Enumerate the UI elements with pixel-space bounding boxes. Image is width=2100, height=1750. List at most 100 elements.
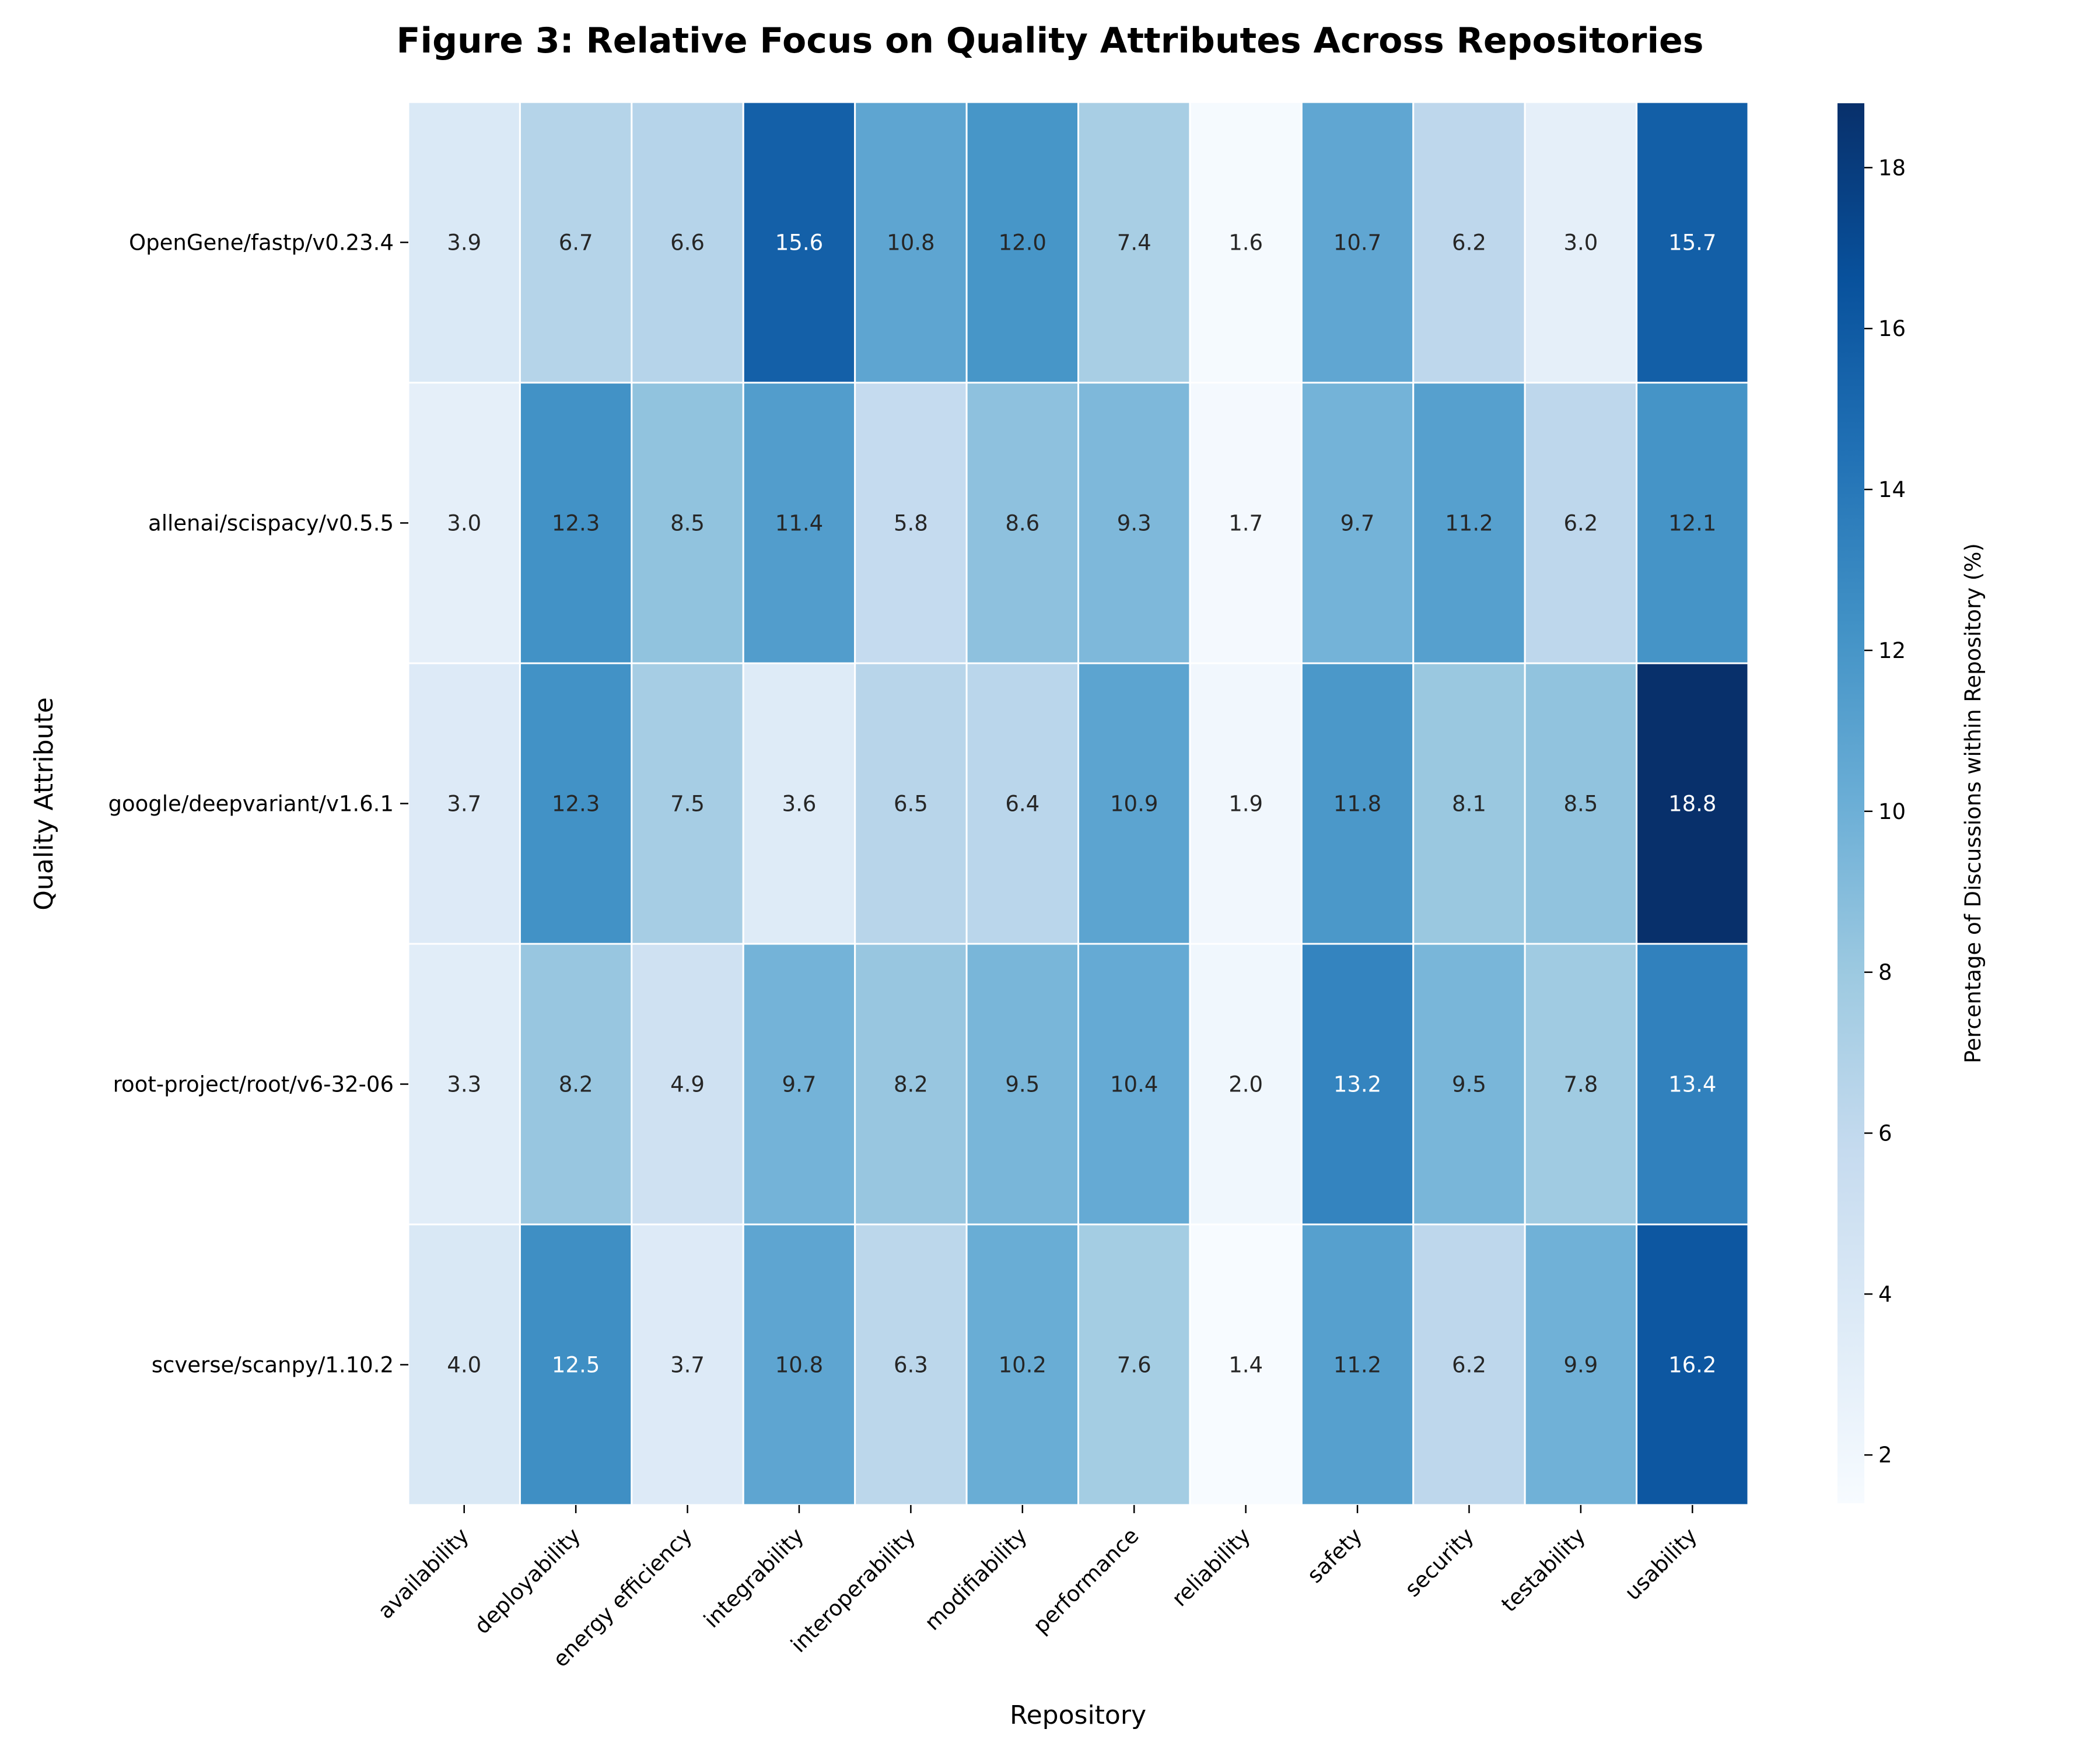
- heatmap-cell-label: 8.5: [670, 511, 705, 536]
- heatmap-cell-label: 12.5: [552, 1353, 600, 1378]
- heatmap-cell-label: 6.7: [559, 230, 593, 256]
- heatmap-cell: [1636, 382, 1749, 664]
- heatmap-cell-label: 9.7: [782, 1072, 817, 1097]
- heatmap-cell: [519, 382, 633, 664]
- heatmap-cell-label: 9.5: [1452, 1072, 1486, 1097]
- heatmap-cell-label: 18.8: [1668, 792, 1716, 817]
- heatmap-cell-label: 9.7: [1340, 511, 1375, 536]
- heatmap-cell-label: 3.0: [1563, 230, 1598, 256]
- heatmap-cell-label: 6.2: [1452, 230, 1486, 256]
- heatmap-cell: [965, 382, 1080, 664]
- heatmap-cell: [1636, 101, 1749, 384]
- x-tick-label-usability: usability: [1620, 1523, 1702, 1605]
- heatmap-cell: [1412, 101, 1526, 384]
- x-tick-label-integrability: integrability: [699, 1523, 808, 1633]
- heatmap-cell: [854, 101, 968, 384]
- y-tick-label-opengene-fastp-v0-23-4: OpenGene/fastp/v0.23.4: [129, 230, 394, 256]
- chart-title: Figure 3: Relative Focus on Quality Attr…: [397, 20, 1704, 61]
- heatmap-cell: [631, 101, 744, 384]
- heatmap-cell-label: 3.0: [447, 511, 481, 536]
- heatmap-cell-label: 8.1: [1452, 792, 1486, 817]
- heatmap-cell-label: 11.8: [1334, 792, 1381, 817]
- heatmap-cell: [407, 943, 521, 1226]
- heatmap-cell-label: 13.4: [1668, 1072, 1716, 1097]
- heatmap-cell-label: 9.3: [1117, 511, 1152, 536]
- colorbar-ticks: 2 4 6 8 10 12 14 16 18: [1864, 155, 1906, 1468]
- heatmap-cell-label: 3.7: [670, 1353, 705, 1378]
- x-tick-label-modifiability: modifiability: [920, 1523, 1032, 1635]
- heatmap-cell: [1300, 382, 1415, 664]
- heatmap-cell-label: 10.4: [1110, 1072, 1158, 1097]
- y-tick-label-root-project-root-v6-32-06: root-project/root/v6-32-06: [113, 1072, 394, 1097]
- heatmap-cells: [407, 101, 1749, 1506]
- colorbar-tick-label: 16: [1878, 316, 1906, 341]
- heatmap-cell-label: 10.2: [999, 1353, 1046, 1378]
- heatmap-cell-label: 7.4: [1117, 230, 1152, 256]
- heatmap-cell: [1300, 943, 1415, 1226]
- heatmap-cell-label: 6.5: [894, 792, 928, 817]
- colorbar-tick-label: 10: [1878, 799, 1906, 824]
- heatmap-cell-label: 11.2: [1334, 1353, 1381, 1378]
- heatmap-cell-label: 7.6: [1117, 1353, 1152, 1378]
- heatmap-cell: [519, 943, 633, 1226]
- heatmap-cell: [1077, 662, 1191, 945]
- heatmap-cell: [1412, 382, 1526, 664]
- heatmap-cell-label: 8.2: [559, 1072, 593, 1097]
- heatmap-cell-label: 3.6: [782, 792, 817, 817]
- heatmap-cell: [1189, 101, 1303, 384]
- x-tick-label-availability: availability: [373, 1523, 474, 1624]
- heatmap-cell: [742, 382, 856, 664]
- heatmap-cell-label: 6.2: [1563, 511, 1598, 536]
- heatmap-cell-label: 6.6: [670, 230, 705, 256]
- y-tick-label-google-deepvariant-v1-6-1: google/deepvariant/v1.6.1: [108, 792, 394, 817]
- heatmap-cell-label: 12.1: [1668, 511, 1716, 536]
- heatmap-cell: [407, 101, 521, 384]
- heatmap-cell-label: 12.3: [552, 792, 600, 817]
- heatmap-cell: [1189, 382, 1303, 664]
- heatmap-cell-label: 8.2: [894, 1072, 928, 1097]
- heatmap-cell-label: 13.2: [1334, 1072, 1381, 1097]
- heatmap-cell-label: 11.2: [1445, 511, 1493, 536]
- heatmap-cell-label: 6.4: [1005, 792, 1040, 817]
- heatmap-cell: [965, 101, 1080, 384]
- heatmap-cell-label: 1.7: [1228, 511, 1263, 536]
- heatmap-cell-label: 11.4: [775, 511, 823, 536]
- y-tick-label-scverse-scanpy-1-10-2: scverse/scanpy/1.10.2: [152, 1353, 394, 1378]
- heatmap-cell-label: 10.9: [1110, 792, 1158, 817]
- y-tick-label-allenai-scispacy-v0-5-5: allenai/scispacy/v0.5.5: [148, 511, 394, 536]
- heatmap-cell-label: 7.8: [1563, 1072, 1598, 1097]
- heatmap-cell-label: 6.2: [1452, 1353, 1486, 1378]
- heatmap-cell: [742, 943, 856, 1226]
- colorbar-tick-label: 6: [1878, 1121, 1892, 1146]
- heatmap-cell-label: 9.5: [1005, 1072, 1040, 1097]
- x-axis-label: Repository: [1010, 1700, 1146, 1730]
- heatmap-cell-label: 8.6: [1005, 511, 1040, 536]
- x-tick-label-security: security: [1400, 1523, 1479, 1602]
- heatmap-cell-label: 6.3: [894, 1353, 928, 1378]
- heatmap-cell: [631, 1223, 744, 1506]
- heatmap-cell: [1524, 1223, 1638, 1506]
- heatmap-cell: [742, 662, 856, 945]
- colorbar: [1838, 103, 1864, 1503]
- heatmap-cell: [407, 1223, 521, 1506]
- heatmap-cell: [1636, 662, 1749, 945]
- heatmap-cell-label: 7.5: [670, 792, 705, 817]
- heatmap-cell: [1077, 1223, 1191, 1506]
- heatmap-value-labels: 3.9 6.7 6.6 15.6 10.8 12.0 7.4 1.6 10.7 6.2 3.0 15.…: [447, 230, 1716, 1378]
- heatmap-cell: [854, 382, 968, 664]
- heatmap-cell-label: 1.4: [1228, 1353, 1263, 1378]
- heatmap-cell: [1524, 943, 1638, 1226]
- heatmap-cell: [965, 943, 1080, 1226]
- heatmap-cell-label: 9.9: [1563, 1353, 1598, 1378]
- heatmap-cell-label: 10.7: [1334, 230, 1381, 256]
- heatmap-cell: [1300, 1223, 1415, 1506]
- heatmap-cell: [407, 662, 521, 945]
- heatmap-cell: [1077, 382, 1191, 664]
- colorbar-tick-label: 14: [1878, 477, 1906, 502]
- y-axis-label: Quality Attribute: [29, 697, 59, 911]
- heatmap-cell-label: 5.8: [894, 511, 928, 536]
- heatmap-cell: [407, 382, 521, 664]
- heatmap-cell: [1412, 943, 1526, 1226]
